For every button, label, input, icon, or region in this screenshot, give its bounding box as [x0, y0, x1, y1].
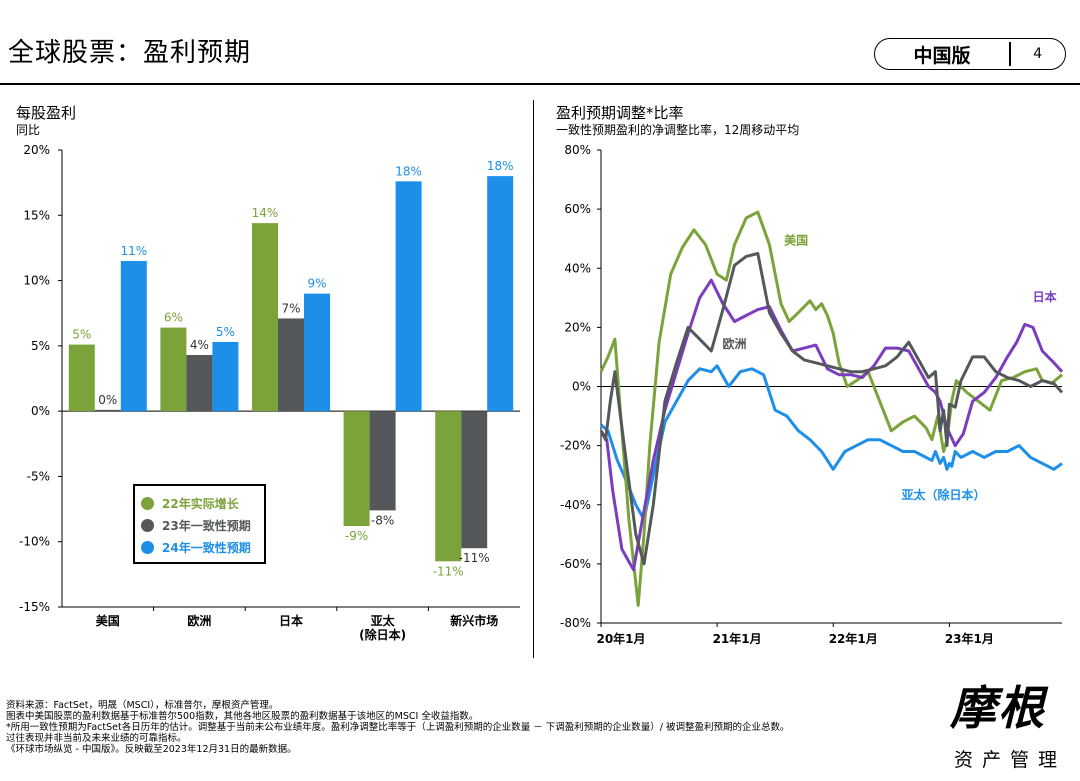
panel-divider [533, 100, 534, 658]
data-label: 5% [72, 328, 91, 342]
bar [186, 354, 213, 412]
footnote-date: 《环球市场纵览 - 中国版》。反映截至2023年12月31日的最新数据。 [6, 744, 297, 755]
y-tick-label: 15% [23, 208, 50, 222]
y-tick-label: 80% [564, 143, 591, 157]
right-panel-title: 盈利预期调整*比率 [556, 104, 684, 122]
page-number: 4 [1033, 46, 1043, 62]
revision-ratio-line-chart: -80% -60% -40% -20% 0% 20% 40% 60% 80% 20年1月 21年1月… [560, 143, 1064, 646]
x-tick-label: 22年1月 [829, 631, 878, 646]
data-label: 14% [252, 206, 279, 220]
x-tick-label: 21年1月 [713, 631, 762, 646]
data-label: 5% [216, 325, 235, 339]
legend-swatch-23 [141, 518, 154, 532]
y-tick-label: -60% [560, 557, 591, 571]
legend-item: 23年一致性预期 [141, 514, 258, 536]
bar [94, 409, 121, 412]
series-line [599, 278, 1064, 572]
bar [487, 176, 514, 412]
data-label: -8% [371, 513, 394, 527]
y-tick-label: -15% [19, 600, 50, 614]
series-annotation: 欧洲 [723, 336, 747, 351]
x-category-label: 美国 [96, 613, 120, 628]
y-tick-label: 0% [572, 380, 591, 394]
footnote-data-basis: 图表中美国股票的盈利数据基于标准普尔500指数，其他各地区股票的盈利数据基于该地… [6, 711, 479, 722]
bar [252, 223, 278, 412]
bar [68, 344, 95, 412]
footnote-disclaimer: 过往表现并非当前及未来业绩的可靠指标。 [6, 733, 187, 744]
bar [120, 260, 147, 412]
bar-chart-legend: 22年实际增长 23年一致性预期 24年一致性预期 [133, 484, 266, 564]
x-category-label: (除日本) [359, 627, 406, 642]
left-panel-subtitle: 同比 [16, 123, 41, 137]
legend-swatch-22 [141, 496, 154, 510]
edition-pill: 中国版 4 [874, 38, 1066, 70]
bar [278, 318, 304, 412]
legend-label-24: 24年一致性预期 [162, 540, 251, 555]
page-title: 全球股票：盈利预期 [8, 38, 252, 68]
bar [369, 411, 396, 511]
legend-item: 22年实际增长 [141, 492, 258, 514]
edition-label: 中国版 [913, 44, 971, 67]
y-tick-label: 0% [31, 404, 50, 418]
y-tick-label: 5% [31, 339, 50, 353]
data-label: -9% [345, 529, 368, 543]
data-label: 4% [190, 338, 209, 352]
y-tick-label: -5% [27, 469, 50, 483]
series-line [599, 210, 1063, 607]
x-tick-label: 20年1月 [596, 631, 645, 646]
x-tick-label: 23年1月 [945, 631, 994, 646]
series-annotation: 亚太（除日本） [902, 487, 986, 502]
data-label: 11% [120, 244, 147, 258]
data-label: 9% [307, 277, 326, 291]
header-rule [0, 83, 1080, 85]
footnotes: 资料来源：FactSet，明晟（MSCI），标准普尔，摩根资产管理。 图表中美国… [6, 700, 789, 755]
y-tick-label: -80% [560, 616, 591, 630]
bar [304, 293, 330, 412]
x-category-label: 欧洲 [187, 613, 211, 628]
data-label: -11% [459, 551, 490, 565]
y-tick-label: -10% [19, 535, 50, 549]
series-annotation: 美国 [784, 233, 808, 248]
y-tick-label: -20% [560, 439, 591, 453]
series-line [600, 364, 1063, 521]
bar [212, 341, 239, 412]
y-tick-label: 20% [564, 320, 591, 334]
y-tick-label: 10% [23, 274, 50, 288]
legend-swatch-24 [141, 540, 154, 554]
footnote-source: 资料来源：FactSet，明晟（MSCI），标准普尔，摩根资产管理。 [6, 700, 279, 711]
bar [160, 327, 187, 412]
left-panel-title: 每股盈利 [16, 104, 77, 122]
series-line [599, 252, 1064, 566]
series-annotation: 日本 [1033, 289, 1057, 304]
bar [435, 411, 462, 562]
data-label: -11% [433, 564, 464, 578]
y-tick-label: 60% [564, 202, 591, 216]
bar [461, 411, 488, 549]
bar [395, 181, 422, 412]
legend-label-22: 22年实际增长 [162, 496, 239, 511]
bar [343, 411, 370, 527]
footnote-methodology: *所用一致性预期为FactSet各日历年的估计。调整基于当前未公布业绩年度。盈利… [6, 722, 790, 733]
x-category-label: 亚太 [371, 613, 396, 628]
data-label: 18% [487, 159, 514, 173]
brand-logo-subtitle: 资产管理 [954, 749, 1067, 771]
pill-divider [1009, 42, 1011, 66]
data-label: 0% [98, 393, 117, 407]
legend-item: 24年一致性预期 [141, 536, 258, 558]
y-tick-label: 20% [23, 143, 50, 157]
x-category-label: 日本 [279, 613, 303, 628]
data-label: 18% [395, 164, 422, 178]
legend-label-23: 23年一致性预期 [162, 518, 251, 533]
data-label: 7% [281, 301, 300, 315]
data-label: 6% [164, 311, 183, 325]
x-category-label: 新兴市场 [450, 613, 498, 628]
y-tick-label: -40% [560, 498, 591, 512]
y-tick-label: 40% [564, 261, 591, 275]
brand-logo: 摩根 [950, 681, 1046, 735]
right-panel-subtitle: 一致性预期盈利的净调整比率，12周移动平均 [556, 123, 800, 137]
eps-bar-chart: -15% -10% -5% 0% 5% 10% 15% 20% 5% 0% 11% 美国 6% 4% 5% 欧… [19, 143, 520, 642]
